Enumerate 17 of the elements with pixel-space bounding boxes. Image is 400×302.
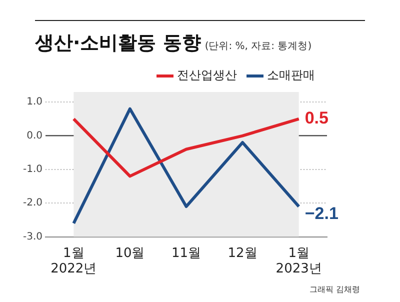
chart-subtitle: (단위: %, 자료: 통계청)	[204, 41, 312, 52]
legend-label: 전산업생산	[177, 68, 237, 82]
y-tick-label: -1.0	[22, 164, 43, 176]
legend-label: 소매판매	[267, 68, 315, 82]
data-label: 0.5	[304, 108, 328, 128]
x-tick-label: 1월 2023년	[276, 246, 322, 277]
x-tick-label: 12월	[228, 246, 258, 261]
y-tick-label: 1.0	[26, 96, 43, 108]
x-tick-label: 11월	[171, 246, 202, 261]
y-tick-label: -3.0	[22, 231, 43, 242]
chart-title: 생산·소비활동 동향	[35, 32, 201, 54]
text: 그래픽 김채령	[309, 284, 360, 295]
data-label: −2.1	[304, 204, 338, 224]
x-tick-label: 10월	[115, 246, 145, 261]
y-tick-label: 0.0	[26, 130, 43, 142]
y-tick-label: -2.0	[22, 198, 43, 209]
x-tick-label: 1월 2022년	[50, 246, 97, 277]
